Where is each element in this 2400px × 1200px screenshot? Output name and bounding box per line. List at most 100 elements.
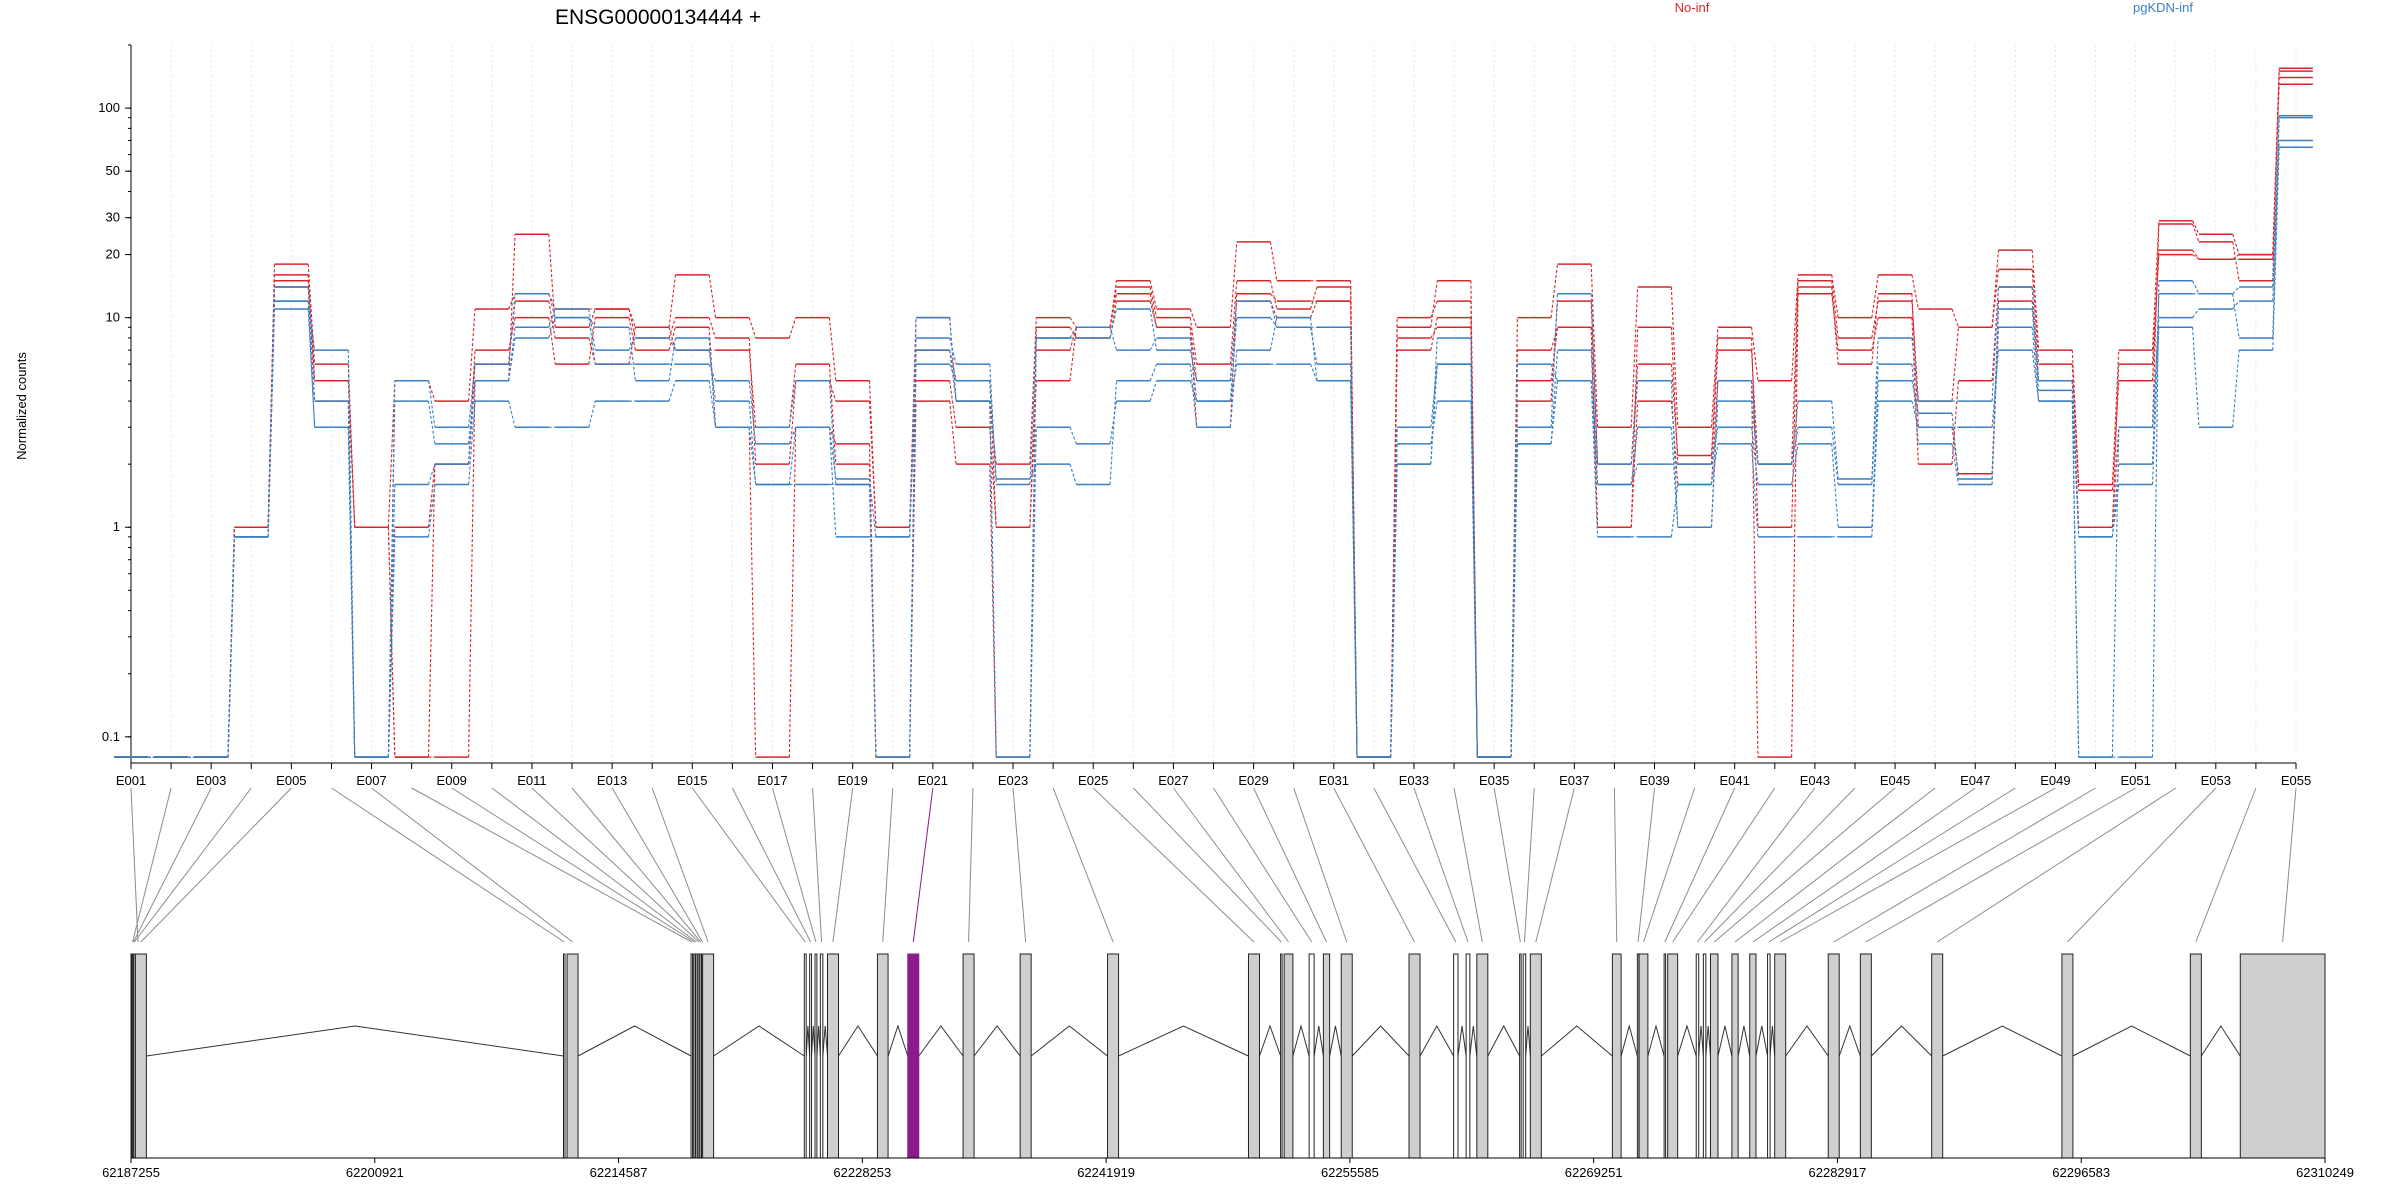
series-connector bbox=[1791, 427, 1799, 465]
series-connector bbox=[748, 317, 757, 339]
exon-box-e035 bbox=[1519, 953, 1522, 1159]
series-connector bbox=[1670, 427, 1679, 528]
series-connector bbox=[1630, 401, 1639, 528]
exon-box-e006 bbox=[562, 953, 566, 1159]
series-connector bbox=[2272, 115, 2280, 338]
connector-e037 bbox=[1535, 787, 1575, 943]
exon-box-e042 bbox=[1667, 953, 1679, 1159]
series-connector bbox=[788, 317, 797, 339]
exon-box-e049 bbox=[1774, 953, 1787, 1159]
connector-e033 bbox=[1413, 787, 1469, 943]
series-connector bbox=[748, 350, 757, 428]
series-connector bbox=[628, 327, 636, 381]
series-connector bbox=[1470, 401, 1478, 758]
series-connector bbox=[2031, 327, 2040, 402]
series-connector bbox=[2031, 287, 2040, 381]
series-connector bbox=[989, 364, 997, 485]
series-connector bbox=[949, 401, 957, 465]
exon-box-e025 bbox=[1247, 953, 1260, 1159]
series-connector bbox=[387, 527, 396, 758]
connector-e027 bbox=[1173, 787, 1289, 943]
intron-e047 bbox=[1755, 1025, 1769, 1057]
series-connector bbox=[347, 380, 356, 528]
series-connector bbox=[1550, 327, 1559, 351]
series-connector bbox=[1269, 317, 1278, 328]
exon-box-e027 bbox=[1283, 953, 1294, 1159]
connector-e013 bbox=[611, 787, 703, 943]
series-connector bbox=[1951, 380, 1959, 465]
connector-e009 bbox=[451, 787, 695, 943]
series-connector bbox=[2232, 234, 2240, 255]
exon-box-e050 bbox=[1827, 953, 1840, 1159]
series-connector bbox=[387, 401, 396, 758]
exon-box-e008 bbox=[690, 953, 694, 1159]
series-connector bbox=[307, 264, 316, 365]
connector-e018 bbox=[812, 787, 823, 943]
series-connector bbox=[788, 427, 797, 485]
series-connector bbox=[1630, 287, 1639, 428]
series-connector bbox=[989, 464, 997, 758]
series-connector bbox=[1791, 293, 1799, 758]
series-connector bbox=[628, 317, 636, 351]
connector-e031 bbox=[1333, 787, 1415, 943]
connector-e051 bbox=[1865, 787, 2136, 943]
series-connector bbox=[2151, 293, 2160, 465]
series-connector bbox=[1630, 380, 1639, 465]
x-tick-label-e051: E051 bbox=[2120, 773, 2150, 788]
connector-e042 bbox=[1672, 787, 1776, 943]
series-connector bbox=[2071, 401, 2080, 758]
series-connector bbox=[1229, 350, 1238, 428]
series-connector bbox=[1430, 400, 1438, 444]
connector-e049 bbox=[1779, 787, 2056, 943]
intron-e048 bbox=[1769, 1025, 1776, 1057]
series-connector bbox=[1831, 274, 1839, 318]
series-connector bbox=[1550, 293, 1559, 428]
series-connector bbox=[1991, 308, 2000, 485]
exon-box-e046 bbox=[1731, 953, 1739, 1159]
x-tick-label-e025: E025 bbox=[1078, 773, 1108, 788]
series-connector bbox=[1590, 293, 1599, 465]
series-connector bbox=[1871, 401, 1879, 537]
intron-e040 bbox=[1647, 1024, 1665, 1057]
series-connector bbox=[1029, 463, 1037, 480]
series-connector bbox=[2232, 293, 2240, 339]
series-connector bbox=[347, 401, 356, 758]
x-tick-label-e055: E055 bbox=[2281, 773, 2311, 788]
connector-e053 bbox=[2067, 787, 2217, 943]
series-connector bbox=[468, 380, 476, 465]
exon-box-e012 bbox=[699, 953, 702, 1159]
exon-box-e024 bbox=[1107, 953, 1120, 1159]
exon-box-e055 bbox=[2239, 953, 2326, 1159]
series-connector bbox=[1550, 350, 1559, 444]
series-connector bbox=[307, 300, 316, 351]
series-connector bbox=[2071, 401, 2080, 537]
series-connector bbox=[1911, 317, 1919, 465]
series-connector bbox=[227, 536, 235, 758]
series-connector bbox=[2031, 250, 2040, 351]
series-connector bbox=[307, 287, 316, 402]
series-connector bbox=[748, 401, 757, 485]
series-connector bbox=[1269, 241, 1278, 281]
connector-e029 bbox=[1253, 787, 1327, 943]
exon-box-e053 bbox=[2061, 953, 2074, 1159]
series-connector bbox=[828, 380, 837, 402]
connector-e003 bbox=[132, 787, 212, 943]
series-connector bbox=[2232, 350, 2240, 428]
connector-e026 bbox=[1132, 787, 1282, 943]
connector-e015 bbox=[691, 787, 806, 943]
coord-label-62228253: 62228253 bbox=[833, 1165, 891, 1180]
connector-e035 bbox=[1493, 787, 1521, 943]
x-tick-label-e031: E031 bbox=[1319, 773, 1349, 788]
series-connector bbox=[468, 380, 476, 758]
exon-connectors bbox=[130, 787, 2297, 943]
series-connector bbox=[1069, 427, 1077, 445]
exon-box-e026 bbox=[1280, 953, 1283, 1159]
connector-e007 bbox=[371, 787, 573, 943]
exon-box-e014 bbox=[702, 953, 715, 1159]
x-tick-label-e029: E029 bbox=[1238, 773, 1268, 788]
intron-e014 bbox=[713, 1025, 805, 1057]
exon-box-e040 bbox=[1638, 953, 1649, 1159]
coord-label-62282917: 62282917 bbox=[1809, 1165, 1867, 1180]
x-tick-label-e021: E021 bbox=[918, 773, 948, 788]
